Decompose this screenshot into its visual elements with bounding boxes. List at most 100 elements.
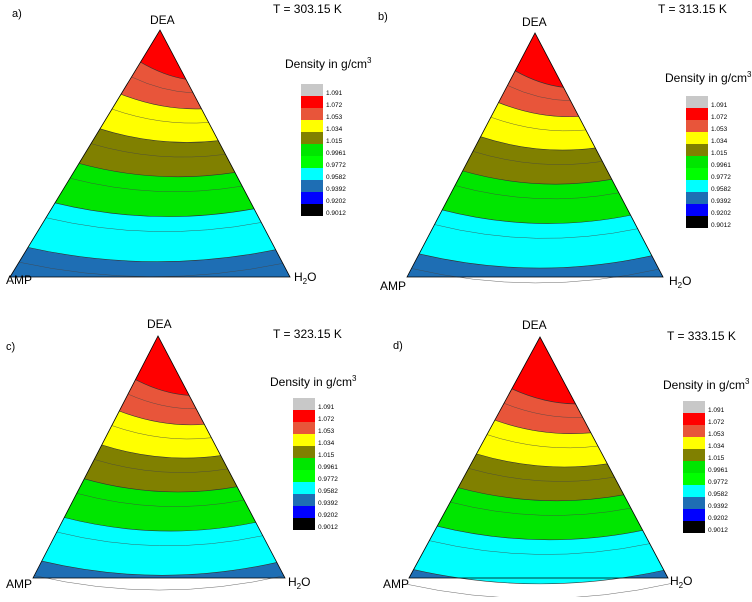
legend-value: 0.9772 [326,162,346,169]
legend-swatch [293,446,315,458]
contour-line [472,151,603,165]
contour-line [76,493,245,507]
contour-line [127,393,197,409]
legend-swatch [293,398,315,410]
legend-value: 1.034 [318,440,335,447]
vertex-top-label: DEA [522,15,547,29]
contour-line [111,108,209,124]
contour-line [419,253,652,269]
legend-swatch [301,108,323,120]
legend-swatch [301,168,323,180]
legend-value: 0.9202 [711,210,731,217]
contour-line [411,268,659,284]
legend-swatch [686,144,708,156]
legend-value: 1.072 [326,102,343,109]
legend-swatch [301,96,323,108]
legend-swatch [683,521,705,533]
ternary-panel-2: b) T = 313.15 K DEA AMP H2O Density in g/cm3 1… [378,2,752,293]
contour-line [468,468,615,482]
legend-value: 1.091 [708,407,725,414]
contour-line [476,453,608,468]
legend-value: 0.9012 [708,527,728,534]
contour-line [94,459,228,473]
legend-value: 1.091 [326,90,343,97]
contour-line [41,560,277,576]
legend-swatch [301,204,323,216]
contour-line [119,410,205,426]
legend-swatch [686,120,708,132]
legend-title: Density in g/cm3 [270,374,357,389]
legend-swatch [293,410,315,422]
contour-line [486,434,598,449]
vertex-top-label: DEA [150,13,175,27]
legend-value: 1.034 [711,138,728,145]
legend-title: Density in g/cm3 [285,56,372,71]
contour-line [442,209,631,224]
legend-value: 1.053 [326,114,343,121]
contour-line [84,478,238,493]
panel-label: c) [6,341,15,353]
contour-line [101,444,221,459]
legend-swatch [293,470,315,482]
legend-value: 0.9202 [326,198,346,205]
legend-swatch [293,518,315,530]
legend-value: 0.9582 [708,491,728,498]
vertex-top-label: DEA [147,317,172,331]
contour-line [111,425,212,440]
legend-value: 0.9582 [318,488,338,495]
legend-title: Density in g/cm3 [663,377,750,392]
legend-swatch [686,156,708,168]
legend-swatch [293,458,315,470]
legend-swatch [683,461,705,473]
legend-value: 0.9772 [711,174,731,181]
contour-line [437,525,643,541]
contour-line [450,501,631,516]
temperature-label: T = 323.15 K [273,327,342,341]
contour-line [120,93,202,110]
legend-swatch [683,437,705,449]
legend-value: 0.9961 [711,162,731,169]
temperature-label: T = 333.15 K [667,329,736,343]
legend-swatch [683,413,705,425]
vertex-top-label: DEA [522,318,547,332]
legend-value: 1.072 [711,114,728,121]
ternary-panel-3: c) T = 323.15 K DEA AMP H2O Density in g/cm3 1… [6,317,357,591]
vertex-right-label: H2O [288,575,310,591]
contour-line [405,583,671,599]
contour-line [140,61,186,80]
legend-swatch [683,485,705,497]
contour-line [413,569,664,585]
panel-label: d) [393,340,403,352]
panel-label: b) [378,11,388,23]
ternary-band [135,336,190,396]
legend-swatch [301,132,323,144]
legend-value: 0.9202 [318,512,338,519]
contour-line [34,575,284,591]
contour-line [507,85,571,101]
legend-swatch [293,494,315,506]
legend-swatch [301,180,323,192]
legend-swatch [301,84,323,96]
contour-line [480,136,596,151]
legend-value: 0.9392 [318,500,338,507]
legend-value: 1.053 [711,126,728,133]
legend-title: Density in g/cm3 [665,70,752,85]
legend-value: 1.072 [318,416,335,423]
vertex-left-label: AMP [6,273,32,287]
contour-line [27,247,276,262]
legend-swatch [301,120,323,132]
legend-value: 0.9392 [711,198,731,205]
legend-swatch [683,509,705,521]
contour-line [511,388,576,405]
triangle-outline [406,32,664,278]
contour-line [462,170,612,185]
legend-swatch [301,192,323,204]
contour-line [64,517,256,532]
contour-line [99,128,219,143]
vertex-left-label: AMP [6,577,32,591]
legend-value: 1.034 [708,443,725,450]
vertex-left-label: AMP [383,577,409,591]
legend-value: 0.9582 [711,186,731,193]
legend-value: 0.9012 [318,524,338,531]
